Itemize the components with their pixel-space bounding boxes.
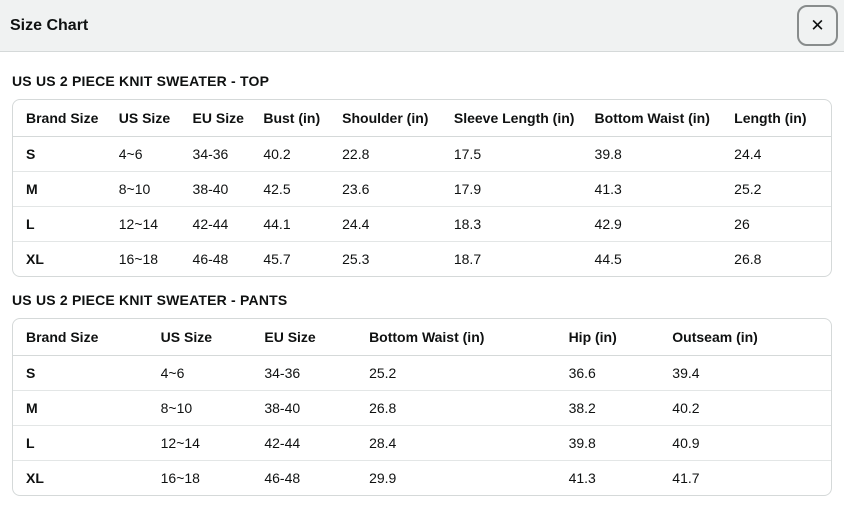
row-label: L: [13, 207, 106, 242]
cell: 28.4: [356, 426, 556, 461]
cell: 8~10: [147, 391, 252, 426]
cell: 4~6: [105, 137, 180, 172]
column-header: Bottom Waist (in): [356, 319, 556, 356]
table-row: M 8~10 38-40 42.5 23.6 17.9 41.3 25.2: [13, 172, 831, 207]
column-header: Brand Size: [13, 319, 148, 356]
table-row: XL 16~18 46-48 29.9 41.3 41.7: [13, 461, 831, 495]
size-table: Brand Size US Size EU Size Bust (in) Shoulde…: [12, 99, 832, 277]
column-header: Brand Size: [13, 100, 106, 137]
row-label: L: [13, 426, 148, 461]
size-table: Brand Size US Size EU Size Bottom Waist (in…: [12, 318, 832, 496]
table-row: L 12~14 42-44 44.1 24.4 18.3 42.9 26: [13, 207, 831, 242]
cell: 12~14: [105, 207, 180, 242]
close-icon: ✕: [810, 16, 825, 35]
size-table-section: US US 2 PIECE KNIT SWEATER - PANTS Brand…: [12, 292, 832, 496]
cell: 46-48: [192, 251, 229, 267]
section-title: US US 2 PIECE KNIT SWEATER - PANTS: [12, 292, 288, 308]
table-row: M 8~10 38-40 26.8 38.2 40.2: [13, 391, 831, 426]
column-header: Sleeve Length (in): [440, 100, 582, 137]
cell: 12~14: [147, 426, 252, 461]
cell: 16~18: [160, 470, 200, 486]
cell: 42-44: [251, 426, 357, 461]
cell: 42.9: [581, 207, 722, 242]
cell: 41.3: [581, 172, 722, 207]
cell: 36.6: [555, 356, 660, 391]
modal-title: Size Chart: [10, 16, 89, 34]
cell: 22.8: [329, 137, 441, 172]
column-header: Shoulder (in): [329, 100, 441, 137]
column-header: Bust (in): [250, 100, 330, 137]
cell: 39.8: [555, 426, 660, 461]
cell: 18.3: [440, 207, 582, 242]
table-row: S 4~6 34-36 40.2 22.8 17.5 39.8 24.4: [13, 137, 831, 172]
cell: 39.8: [581, 137, 722, 172]
column-header: US Size: [147, 319, 252, 356]
header-row: Brand Size US Size EU Size Bust (in) Shoulde…: [13, 100, 831, 137]
cell: 40.2: [250, 137, 330, 172]
column-header: EU Size: [179, 100, 251, 137]
cell: 25.2: [721, 172, 831, 207]
cell: 25.3: [342, 251, 370, 267]
cell: 29.9: [369, 470, 397, 486]
row-label: M: [13, 391, 148, 426]
cell: 44.1: [250, 207, 330, 242]
cell: 17.9: [440, 172, 582, 207]
cell: 8~10: [105, 172, 180, 207]
row-label: S: [13, 137, 106, 172]
cell: 38-40: [251, 391, 357, 426]
table-row: L 12~14 42-44 28.4 39.8 40.9: [13, 426, 831, 461]
row-label: XL: [26, 470, 44, 486]
column-header: Outseam (in): [659, 319, 831, 356]
table-row: XL 16~18 46-48 45.7 25.3 18.7 44.5 26.8: [13, 242, 831, 276]
cell: 40.2: [659, 391, 831, 426]
column-header: Hip (in): [555, 319, 660, 356]
size-table-section: US US 2 PIECE KNIT SWEATER - TOP Brand S…: [12, 73, 832, 277]
cell: 16~18: [118, 251, 159, 267]
cell: 34-36: [179, 137, 251, 172]
size-chart-modal: Size Chart ✕ US US 2 PIECE KNIT SWEATER …: [0, 0, 844, 496]
cell: 39.4: [659, 356, 831, 391]
cell: 46-48: [264, 470, 301, 486]
cell: 38.2: [555, 391, 660, 426]
column-header: Length (in): [721, 100, 831, 137]
cell: 24.4: [329, 207, 441, 242]
cell: 17.5: [440, 137, 582, 172]
row-label: XL: [26, 251, 44, 267]
cell: 41.3: [568, 470, 596, 486]
cell: 42.5: [250, 172, 330, 207]
cell: 34-36: [251, 356, 357, 391]
column-header: Bottom Waist (in): [581, 100, 722, 137]
row-label: M: [13, 172, 106, 207]
column-header: EU Size: [251, 319, 357, 356]
cell: 40.9: [659, 426, 831, 461]
cell: 44.5: [594, 251, 622, 267]
cell: 25.2: [356, 356, 556, 391]
cell: 41.7: [672, 470, 700, 486]
cell: 4~6: [147, 356, 252, 391]
section-title: US US 2 PIECE KNIT SWEATER - TOP: [12, 73, 270, 89]
cell: 26: [721, 207, 831, 242]
modal-header: Size Chart ✕: [0, 0, 844, 52]
cell: 18.7: [453, 251, 482, 267]
cell: 26.8: [356, 391, 556, 426]
close-button[interactable]: ✕: [797, 5, 838, 46]
cell: 38-40: [179, 172, 251, 207]
cell: 42-44: [179, 207, 251, 242]
cell: 23.6: [329, 172, 441, 207]
modal-body: US US 2 PIECE KNIT SWEATER - TOP Brand S…: [0, 73, 844, 496]
table-row: S 4~6 34-36 25.2 36.6 39.4: [13, 356, 831, 391]
cell: 24.4: [721, 137, 831, 172]
cell: 26.8: [734, 251, 762, 267]
row-label: S: [13, 356, 148, 391]
column-header: US Size: [105, 100, 180, 137]
header-row: Brand Size US Size EU Size Bottom Waist (in…: [13, 319, 831, 356]
cell: 45.7: [263, 251, 291, 267]
